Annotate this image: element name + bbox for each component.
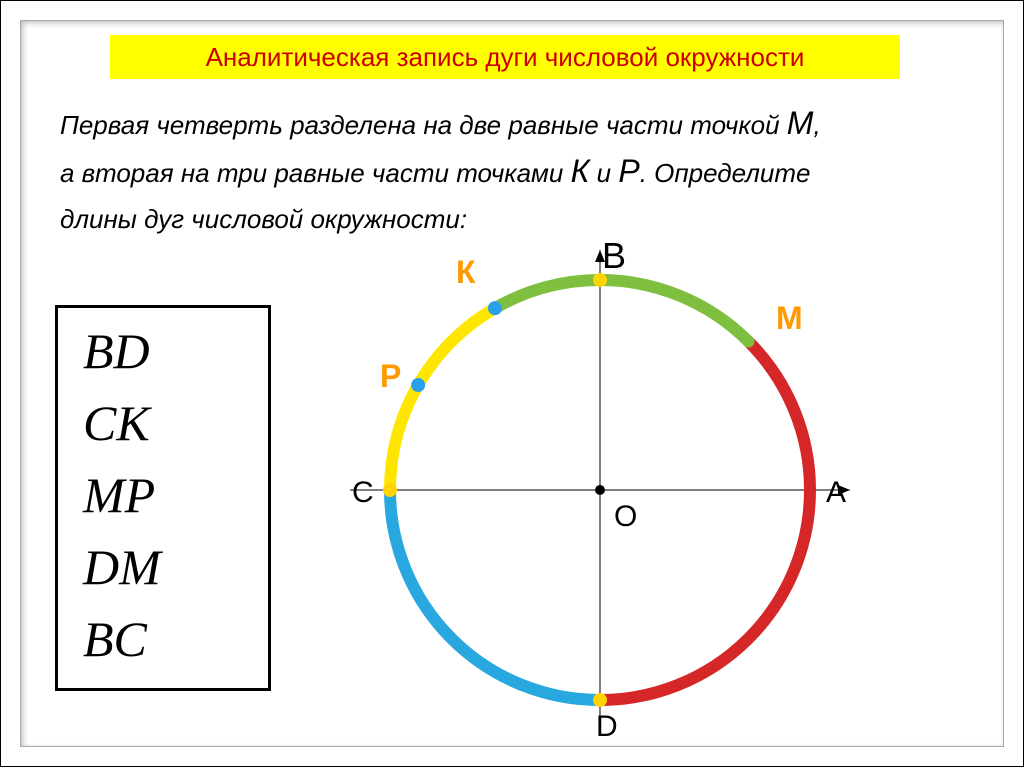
unit-circle-diagram xyxy=(0,0,1024,767)
label-O: O xyxy=(614,500,637,534)
arc-KP xyxy=(418,308,495,385)
arc-CD xyxy=(390,490,600,700)
arc-AM xyxy=(748,342,810,490)
label-C: С xyxy=(352,476,374,510)
arc-PC xyxy=(390,385,418,490)
label-P: Р xyxy=(380,358,401,395)
label-K: К xyxy=(456,254,476,291)
label-D: D xyxy=(596,710,618,744)
arc-MB xyxy=(600,280,748,342)
label-M: М xyxy=(776,300,803,337)
label-A: A xyxy=(826,476,846,510)
label-B: В xyxy=(602,235,626,277)
arc-BK xyxy=(495,280,600,308)
